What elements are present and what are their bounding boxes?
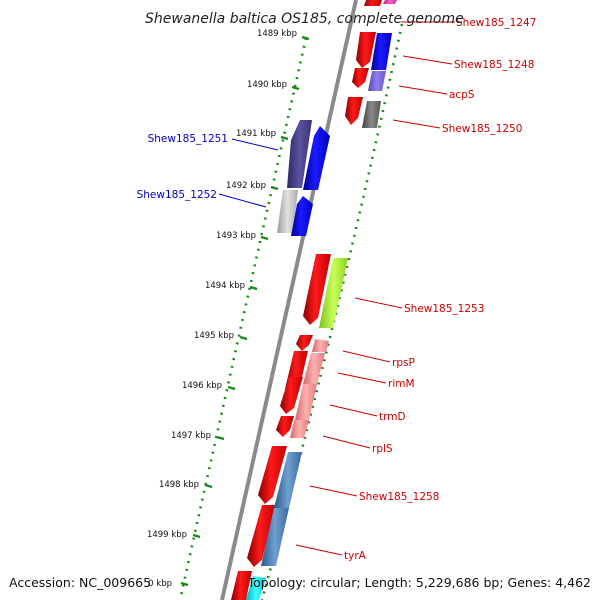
gene-label[interactable]: Shew185_1250 bbox=[442, 123, 522, 135]
tick-mark bbox=[192, 533, 201, 539]
leader-line bbox=[402, 55, 453, 65]
tick-mark bbox=[291, 85, 300, 91]
leader-line bbox=[342, 350, 391, 363]
leader-line bbox=[329, 404, 378, 417]
gene-arrow[interactable] bbox=[258, 446, 287, 504]
tick-mark bbox=[249, 285, 258, 291]
tick-label: 1499 kbp bbox=[147, 530, 187, 540]
gene-arrow[interactable] bbox=[345, 97, 363, 125]
gene-label[interactable]: Shew185_1248 bbox=[454, 59, 534, 71]
gene-arrow[interactable] bbox=[319, 258, 348, 328]
gene-label[interactable]: Shew185_1251 bbox=[148, 133, 228, 145]
tick-label: 1496 kbp bbox=[182, 381, 222, 391]
genome-backbone bbox=[220, 0, 358, 600]
accession-text: Accession: NC_009665 bbox=[9, 575, 151, 590]
gene-arrow[interactable] bbox=[261, 508, 289, 566]
leader-line bbox=[398, 85, 448, 95]
tick-label: 1489 kbp bbox=[257, 29, 297, 39]
gene-label[interactable]: rpsP bbox=[392, 357, 415, 369]
tick-mark bbox=[239, 335, 248, 341]
tick-label: 1498 kbp bbox=[159, 480, 199, 490]
gene-arrow[interactable] bbox=[364, 0, 382, 6]
tick-label: 1494 kbp bbox=[205, 281, 245, 291]
gene-label[interactable]: tyrA bbox=[344, 550, 367, 562]
tick-mark bbox=[216, 435, 225, 441]
label-leaders bbox=[218, 21, 455, 556]
gene-arrow[interactable] bbox=[303, 254, 331, 325]
ruler-labels: 1489 kbp 1490 kbp 1491 kbp 1492 kbp 1493… bbox=[147, 29, 297, 589]
tick-mark bbox=[204, 483, 213, 489]
leader-line bbox=[392, 119, 441, 129]
tick-mark bbox=[270, 185, 279, 191]
gene-label[interactable]: rimM bbox=[388, 378, 415, 390]
leader-line bbox=[295, 544, 343, 556]
gene-arrow[interactable] bbox=[303, 353, 325, 384]
gene-label[interactable]: Shew185_1252 bbox=[137, 189, 217, 201]
gene-label[interactable]: rplS bbox=[372, 443, 393, 455]
tick-label: 1497 kbp bbox=[171, 431, 211, 441]
gene-arrow[interactable] bbox=[274, 452, 302, 508]
gene-arrow[interactable] bbox=[280, 377, 303, 414]
ruler-ticks bbox=[180, 35, 310, 587]
gene-arrow[interactable] bbox=[383, 0, 397, 4]
gene-label[interactable]: Shew185_1258 bbox=[359, 491, 439, 503]
gene-arrow[interactable] bbox=[312, 339, 329, 352]
gene-label[interactable]: acpS bbox=[449, 89, 475, 101]
gene-arrow[interactable] bbox=[303, 126, 330, 190]
tick-label: 0 kbp bbox=[148, 579, 172, 589]
tick-label: 1493 kbp bbox=[216, 231, 256, 241]
tick-label: 1491 kbp bbox=[236, 129, 276, 139]
gene-label[interactable]: Shew185_1247 bbox=[456, 17, 536, 29]
tick-label: 1492 kbp bbox=[226, 181, 266, 191]
gene-track-inner bbox=[231, 0, 382, 600]
tick-mark bbox=[180, 581, 189, 587]
gene-track-outer bbox=[246, 0, 397, 600]
gene-arrow[interactable] bbox=[371, 33, 392, 70]
tick-mark bbox=[280, 135, 289, 141]
leader-line bbox=[231, 138, 279, 151]
gene-arrow[interactable] bbox=[246, 576, 266, 600]
gene-arrow[interactable] bbox=[277, 190, 298, 233]
tick-label: 1495 kbp bbox=[194, 331, 234, 341]
gene-arrow[interactable] bbox=[290, 420, 309, 438]
gene-arrow[interactable] bbox=[368, 71, 386, 91]
leader-line bbox=[322, 435, 371, 449]
gene-arrow[interactable] bbox=[276, 416, 294, 437]
tick-label: 1490 kbp bbox=[247, 80, 287, 90]
gene-arrow[interactable] bbox=[362, 101, 381, 128]
gene-arrow[interactable] bbox=[295, 384, 317, 420]
leader-line bbox=[354, 297, 403, 309]
gene-labels: Shew185_1247 Shew185_1248 acpS Shew185_1… bbox=[137, 17, 537, 562]
genome-info-text: Topology: circular; Length: 5,229,686 bp… bbox=[247, 575, 591, 590]
gene-arrow[interactable] bbox=[291, 196, 313, 236]
tick-mark bbox=[301, 35, 310, 41]
gene-arrow[interactable] bbox=[287, 120, 312, 188]
gene-arrow[interactable] bbox=[296, 335, 313, 351]
gene-arrow[interactable] bbox=[356, 32, 376, 68]
map-title: Shewanella baltica OS185, complete genom… bbox=[145, 11, 464, 27]
gene-arrow[interactable] bbox=[352, 68, 369, 88]
leader-line bbox=[218, 193, 267, 208]
gene-arrow[interactable] bbox=[247, 505, 276, 567]
gene-label[interactable]: trmD bbox=[379, 411, 406, 423]
gene-label[interactable]: Shew185_1253 bbox=[404, 303, 484, 315]
gene-arrow[interactable] bbox=[231, 571, 252, 600]
leader-line bbox=[309, 485, 358, 497]
tick-mark bbox=[227, 385, 236, 391]
tick-mark bbox=[260, 235, 269, 241]
leader-line bbox=[337, 372, 387, 384]
